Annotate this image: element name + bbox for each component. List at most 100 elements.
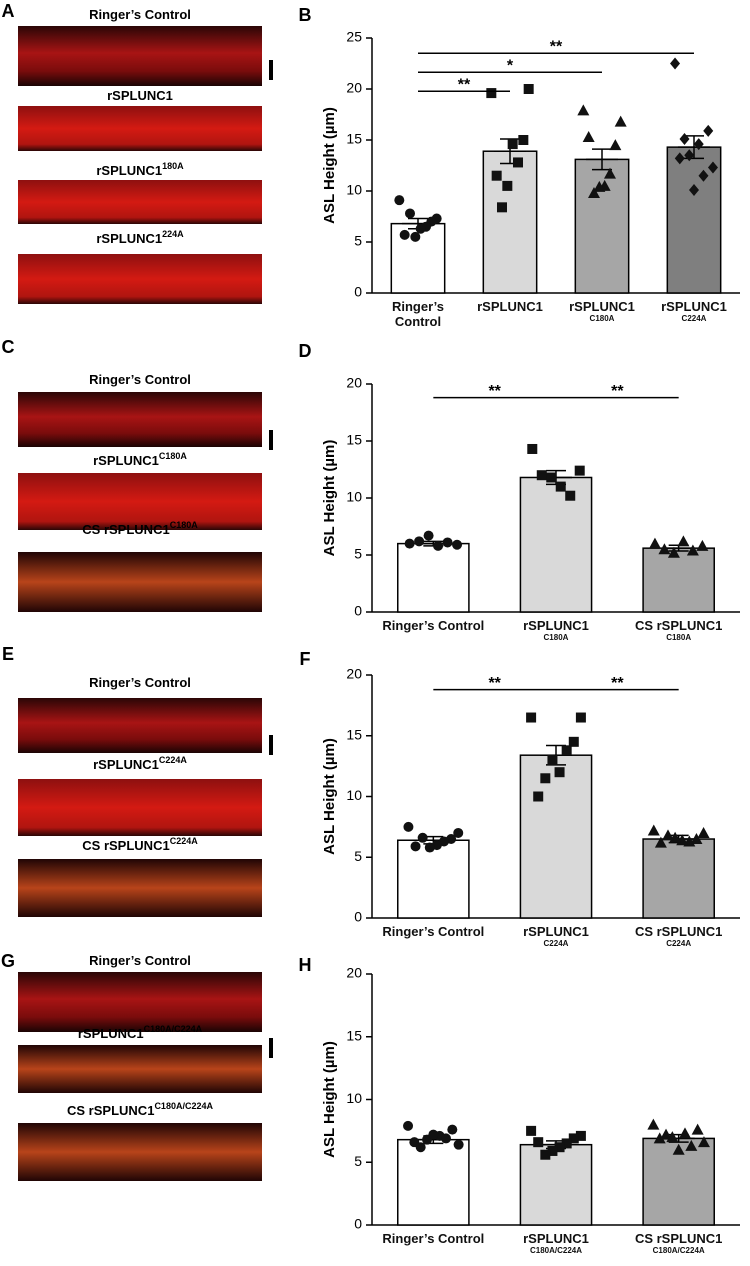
data-point (507, 139, 518, 150)
data-point (394, 195, 405, 206)
image-label-text: CS rSPLUNC1 (82, 522, 169, 537)
y-axis-label: ASL Height (µm) (321, 738, 338, 855)
bar (642, 838, 715, 919)
data-point (536, 470, 547, 481)
y-tick-label: 5 (354, 233, 362, 249)
x-tick-note: C180A (543, 633, 569, 642)
data-point (693, 138, 704, 151)
data-point (582, 130, 595, 142)
significance-label: ** (611, 675, 624, 692)
image-label: rSPLUNC1C180A (93, 451, 187, 468)
x-tick-label: rSPLUNC1 (477, 299, 543, 314)
category-label-box: rSPLUNC1C180A (523, 618, 589, 642)
bar (642, 547, 715, 613)
category-label-box: rSPLUNC1C180A/C224A (523, 1231, 589, 1255)
data-point (653, 1132, 666, 1144)
image-label-text: CS rSPLUNC1 (67, 1103, 154, 1118)
y-tick-label: 0 (354, 603, 362, 619)
scale-bar (269, 1038, 273, 1058)
data-point (698, 169, 709, 182)
image-label: rSPLUNC1C180A/C224A (78, 1024, 203, 1041)
image-label: CS rSPLUNC1C224A (82, 836, 198, 853)
data-point (565, 490, 576, 501)
data-point (690, 833, 703, 845)
data-point (415, 223, 426, 234)
micrograph (18, 392, 262, 447)
panel-letter: E (2, 644, 14, 664)
data-point (526, 712, 537, 723)
bar (519, 754, 593, 919)
micrograph (18, 859, 262, 917)
significance-label: ** (550, 39, 563, 56)
bar (397, 839, 470, 919)
x-tick-label: CS rSPLUNC1 (634, 924, 723, 939)
data-point (433, 540, 444, 551)
data-point (547, 755, 558, 766)
bar (519, 476, 593, 613)
x-tick-label: CS rSPLUNC1 (634, 1231, 723, 1246)
data-point (453, 1139, 464, 1150)
data-point (403, 821, 414, 832)
significance-label: ** (488, 383, 501, 400)
image-label-sup: C180A (170, 520, 199, 530)
data-point (575, 712, 586, 723)
micrograph (18, 972, 262, 1032)
category-label-box: CS rSPLUNC1C224A (634, 924, 723, 948)
image-label-text: Ringer’s Control (89, 953, 191, 968)
data-point (574, 465, 585, 476)
bar (397, 542, 470, 613)
image-label-text: rSPLUNC1 (93, 757, 159, 772)
data-point (547, 1145, 558, 1156)
micrograph (18, 552, 262, 612)
image-label: rSPLUNC1C224A (93, 755, 187, 772)
x-tick-label: rSPLUNC1 (523, 924, 589, 939)
data-point (685, 1139, 698, 1151)
micrograph (18, 1045, 262, 1093)
y-tick-label: 10 (346, 1090, 362, 1106)
category-label-box: CS rSPLUNC1C180A/C224A (634, 1231, 723, 1255)
data-point (689, 183, 699, 196)
panel-letter: F (300, 649, 311, 669)
image-label: CS rSPLUNC1C180A/C224A (67, 1101, 213, 1118)
data-point (442, 537, 453, 548)
bar (482, 150, 538, 294)
data-point (423, 530, 434, 541)
data-point (703, 124, 714, 137)
data-point (555, 481, 566, 492)
data-point (417, 832, 428, 843)
bar (519, 1143, 593, 1226)
y-tick-label: 0 (354, 1216, 362, 1232)
image-label-text: Ringer’s Control (89, 372, 191, 387)
data-point (440, 1133, 451, 1144)
data-point (670, 57, 681, 70)
data-point (502, 180, 513, 191)
data-point (648, 537, 661, 549)
data-point (540, 1149, 551, 1160)
data-point (647, 1118, 660, 1130)
micrograph (18, 698, 262, 753)
image-label-text: rSPLUNC1 (96, 231, 162, 246)
image-label-text: rSPLUNC1 (107, 88, 173, 103)
image-label: Ringer’s Control (89, 953, 191, 968)
error-bar (417, 835, 450, 845)
data-point (575, 1130, 586, 1141)
x-tick-label: Ringer’s Control (382, 618, 485, 633)
image-label-sup: C180A/C224A (154, 1101, 213, 1111)
category-label-box: rSPLUNC1C224A (661, 299, 727, 323)
image-label: rSPLUNC1180A (96, 161, 184, 178)
x-tick-note: C224A (666, 939, 692, 948)
y-tick-label: 20 (346, 666, 362, 682)
data-point (496, 202, 507, 213)
panel-letter: H (299, 955, 312, 975)
y-tick-label: 5 (354, 1153, 362, 1169)
data-point (428, 1129, 439, 1140)
data-point (414, 536, 425, 547)
bar (397, 1138, 470, 1226)
data-point (661, 829, 674, 841)
data-point (491, 170, 502, 181)
panel-letter: C (2, 337, 15, 357)
y-tick-label: 15 (346, 131, 362, 147)
y-axis-label: ASL Height (µm) (321, 440, 338, 557)
x-tick-label: rSPLUNC1 (569, 299, 635, 314)
